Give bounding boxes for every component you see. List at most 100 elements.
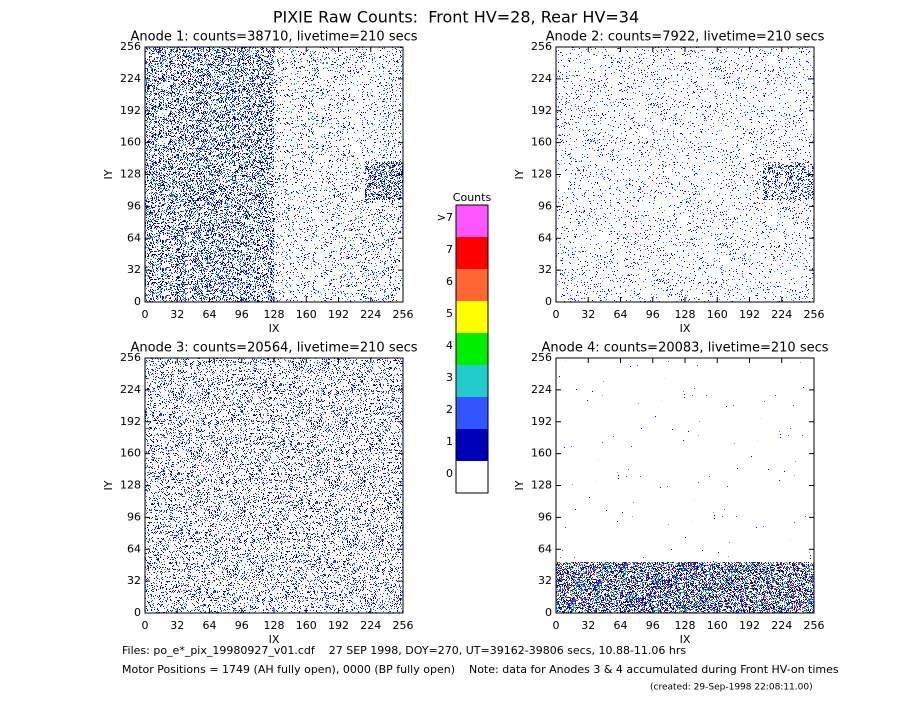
x-tick-label: 32 [581, 619, 595, 632]
colorbar-swatch [456, 365, 488, 397]
y-tick-label: 96 [127, 199, 141, 212]
x-tick-label: 0 [553, 308, 560, 321]
colorbar-swatch [456, 429, 488, 461]
x-tick-label: 64 [203, 619, 217, 632]
footer-line: Files: po_e*_pix_19980927_v01.cdf 27 SEP… [122, 644, 686, 657]
x-axis-label: IX [680, 322, 691, 335]
y-tick-label: 0 [545, 295, 552, 308]
colorbar-swatch [456, 301, 488, 333]
y-tick-label: 64 [127, 542, 141, 555]
y-tick-label: 224 [120, 383, 141, 396]
pixel-texture [145, 47, 403, 302]
colorbar-swatch [456, 333, 488, 365]
y-tick-label: 128 [531, 168, 552, 181]
figure-title: PIXIE Raw Counts: Front HV=28, Rear HV=3… [273, 8, 639, 27]
x-tick-label: 192 [328, 308, 349, 321]
pixel-texture [556, 362, 814, 613]
y-tick-label: 96 [538, 510, 552, 523]
x-tick-label: 64 [203, 308, 217, 321]
x-tick-label: 0 [553, 619, 560, 632]
x-tick-label: 256 [393, 619, 414, 632]
y-tick-label: 160 [531, 447, 552, 460]
panel-title: Anode 4: counts=20083, livetime=210 secs [541, 341, 828, 356]
x-tick-label: 160 [296, 308, 317, 321]
x-axis-label: IX [680, 633, 691, 646]
colorbar-label: 0 [446, 467, 453, 480]
colorbar-label: 3 [446, 371, 453, 384]
pixel-texture [556, 47, 814, 300]
panel-title: Anode 3: counts=20564, livetime=210 secs [130, 341, 417, 356]
y-axis-label: IY [513, 169, 526, 179]
x-tick-label: 64 [614, 619, 628, 632]
y-tick-label: 96 [127, 510, 141, 523]
x-tick-label: 160 [296, 619, 317, 632]
x-axis-label: IX [269, 633, 280, 646]
x-axis-label: IX [269, 322, 280, 335]
y-tick-label: 160 [120, 447, 141, 460]
x-tick-label: 128 [264, 308, 285, 321]
colorbar-swatch [456, 269, 488, 301]
y-tick-label: 128 [531, 479, 552, 492]
x-tick-label: 96 [235, 308, 249, 321]
y-axis-label: IY [513, 480, 526, 490]
plot-frame [555, 46, 815, 303]
x-tick-label: 32 [581, 308, 595, 321]
x-tick-label: 192 [739, 308, 760, 321]
colorbar-swatch [456, 461, 488, 493]
x-tick-label: 96 [646, 308, 660, 321]
y-tick-label: 32 [127, 574, 141, 587]
x-tick-label: 64 [614, 308, 628, 321]
y-tick-label: 64 [538, 542, 552, 555]
pixel-texture [145, 358, 403, 613]
y-tick-label: 192 [531, 415, 552, 428]
x-tick-label: 224 [360, 619, 381, 632]
pixel-texture [556, 47, 814, 302]
pixel-texture [556, 47, 814, 302]
x-tick-label: 96 [235, 619, 249, 632]
x-tick-label: 256 [393, 308, 414, 321]
y-axis-label: IY [102, 480, 115, 490]
y-tick-label: 256 [531, 351, 552, 364]
x-tick-label: 128 [675, 619, 696, 632]
colorbar-frame [455, 204, 489, 494]
colorbar-label: 5 [446, 307, 453, 320]
y-tick-label: 224 [531, 383, 552, 396]
y-tick-label: 64 [127, 231, 141, 244]
panel-title: Anode 1: counts=38710, livetime=210 secs [130, 30, 417, 45]
x-tick-label: 32 [170, 308, 184, 321]
y-tick-label: 160 [120, 136, 141, 149]
footer-line: Motor Positions = 1749 (AH fully open), … [122, 663, 839, 676]
colorbar-label: 7 [446, 243, 453, 256]
pixel-texture [556, 361, 814, 613]
y-tick-label: 224 [120, 72, 141, 85]
footer-note: (created: 29-Sep-1998 22:08:11.00) [650, 683, 813, 693]
panel-title: Anode 2: counts=7922, livetime=210 secs [546, 30, 825, 45]
colorbar-label: 2 [446, 403, 453, 416]
colorbar-swatch [456, 397, 488, 429]
y-tick-label: 256 [531, 40, 552, 53]
x-tick-label: 256 [804, 619, 825, 632]
x-tick-label: 192 [328, 619, 349, 632]
x-tick-label: 128 [264, 619, 285, 632]
y-tick-label: 64 [538, 231, 552, 244]
y-tick-label: 192 [120, 415, 141, 428]
colorbar-label: 6 [446, 275, 453, 288]
y-axis-label: IY [102, 169, 115, 179]
y-tick-label: 0 [134, 295, 141, 308]
x-tick-label: 256 [804, 308, 825, 321]
x-tick-label: 160 [707, 308, 728, 321]
colorbar-label: 1 [446, 435, 453, 448]
pixel-texture [561, 47, 814, 298]
colorbar-title: Counts [453, 191, 492, 204]
colorbar-label: 4 [446, 339, 453, 352]
x-tick-label: 96 [646, 619, 660, 632]
y-tick-label: 256 [120, 351, 141, 364]
x-tick-label: 32 [170, 619, 184, 632]
colorbar-label: >7 [437, 211, 453, 224]
x-tick-label: 160 [707, 619, 728, 632]
y-tick-label: 160 [531, 136, 552, 149]
y-tick-label: 128 [120, 168, 141, 181]
y-tick-label: 192 [531, 104, 552, 117]
y-tick-label: 224 [531, 72, 552, 85]
